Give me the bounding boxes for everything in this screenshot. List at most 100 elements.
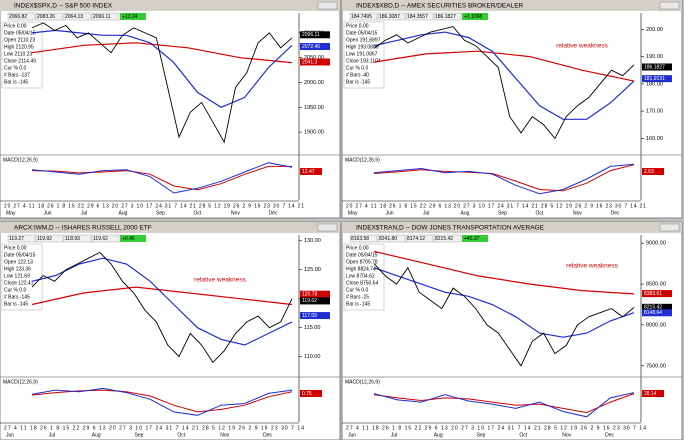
macd-label: MACD(12,26,9) — [3, 157, 38, 163]
day-labels: 27 4 11 18 26 1 8 15 22 29 6 13 20 27 3 … — [4, 425, 304, 431]
month-label: Jun — [348, 432, 356, 438]
info-line: High 193.0800 — [346, 44, 379, 50]
annotation: relative weakness — [194, 277, 246, 284]
annotation: relative weakness — [556, 43, 608, 50]
month-label: Jul — [49, 432, 55, 438]
quote-value: 119.62 — [93, 236, 108, 242]
quote-value: 8174.12 — [407, 236, 425, 242]
panel-title: INDEX$SPX,D -- S&P 500 INDEX — [14, 3, 113, 10]
info-box — [343, 21, 385, 89]
quote-box — [35, 234, 64, 243]
info-line: High 8824.74 — [346, 266, 376, 272]
quote-box — [377, 12, 406, 21]
quote-box — [63, 12, 92, 21]
ma-blue-line — [373, 267, 635, 338]
info-line: Low 121.69 — [4, 273, 30, 279]
y-tick-label: 8000.00 — [646, 322, 666, 328]
info-line: # Bars -145 — [4, 294, 30, 300]
quote-value: 118.93 — [65, 236, 80, 242]
price-tag — [300, 58, 330, 66]
day-labels: 20 27 4 11 18 26 1 8 15 22 29 6 13 20 27… — [346, 203, 646, 209]
ma-red-line — [373, 50, 635, 82]
quote-value: 8215.42 — [435, 236, 453, 242]
info-line: Bar is -145 — [4, 301, 28, 307]
info-line: Date 05/04/15 — [4, 30, 36, 36]
macd-tag-label: 2.63 — [644, 169, 654, 175]
y-tick-label: 1950.00 — [304, 105, 324, 111]
ma-blue-line — [373, 31, 635, 120]
price-tag-label: 120.78 — [302, 292, 318, 298]
info-box — [1, 243, 43, 311]
quote-value: 2064.13 — [65, 14, 83, 20]
quote-value: 2096.11 — [93, 14, 111, 20]
month-label: Nov — [562, 432, 571, 438]
signal-line — [31, 165, 292, 191]
chart-panel: INDEX$XBD,D -- AMEX SECURITIES BROKER/DE… — [341, 0, 683, 219]
quote-box — [91, 234, 120, 243]
y-tick-label: 190.00 — [646, 54, 663, 60]
month-label: Nov — [220, 432, 229, 438]
price-tag — [300, 312, 330, 320]
quote-box — [433, 234, 462, 243]
info-line: Price 0.00 — [346, 23, 369, 29]
ma-blue-line — [31, 29, 293, 108]
month-label: Jun — [386, 210, 394, 216]
month-label: Sep — [477, 432, 486, 438]
y-tick-label: 1900.00 — [304, 130, 324, 136]
change-box — [462, 235, 488, 242]
price-tag — [300, 31, 330, 39]
y-tick-label: 130.00 — [304, 238, 321, 244]
info-line: High 123.36 — [4, 266, 31, 272]
month-label: Sep — [498, 210, 507, 216]
month-label: Dec — [269, 210, 278, 216]
y-tick-label: 170.00 — [646, 109, 663, 115]
month-label: May — [6, 210, 16, 216]
macd-tag — [300, 168, 322, 175]
quote-value: 184.7495 — [351, 14, 372, 20]
month-label: Jun — [44, 210, 52, 216]
price-tag — [642, 309, 672, 317]
panel-frame — [0, 221, 341, 440]
macd-line — [373, 392, 635, 418]
month-label: May — [348, 210, 358, 216]
quote-box — [405, 12, 434, 21]
panel-title: ARCX:IWM,D -- ISHARES RUSSELL 2000 ETF — [14, 225, 152, 232]
chart-panel: INDEX$TRAN,D -- DOW JONES TRANSPORTATION… — [341, 221, 683, 440]
quote-box — [63, 234, 92, 243]
change-value: +13.24 — [122, 14, 138, 20]
panel-title: INDEX$XBD,D -- AMEX SECURITIES BROKER/DE… — [356, 3, 524, 10]
quote-value: 8241.80 — [379, 236, 397, 242]
info-line: Close 193.1104 — [346, 58, 381, 64]
ma-red-line — [31, 286, 293, 306]
price-tag-label: 181.9131 — [644, 76, 665, 82]
quote-box — [433, 12, 462, 21]
price-tag — [642, 63, 672, 71]
title-bar — [0, 222, 340, 233]
macd-tag-label: 28.14 — [644, 391, 657, 397]
window-buttons — [659, 1, 680, 10]
macd-line — [373, 163, 635, 195]
info-line: # Bars -25 — [346, 294, 369, 300]
quote-box — [35, 12, 64, 21]
quote-value: 119.92 — [37, 236, 52, 242]
info-line: High 2120.95 — [4, 44, 34, 50]
month-label: Oct — [536, 210, 544, 216]
quote-box — [349, 234, 378, 243]
y-tick-label: 9000.00 — [646, 241, 666, 247]
info-line: # Bars -137 — [4, 72, 30, 78]
info-line: Open 8705.78 — [346, 259, 378, 265]
info-line: Close 2114.49 — [4, 58, 36, 64]
info-line: Open 191.6897 — [346, 37, 381, 43]
info-line: Bar is -145 — [346, 79, 370, 85]
price-tag — [300, 297, 330, 305]
signal-line — [373, 393, 635, 414]
quote-value: 8163.58 — [351, 236, 369, 242]
y-tick-label: 200.00 — [646, 27, 663, 33]
panel-frame — [0, 0, 341, 219]
info-line: Low 191.0867 — [346, 51, 378, 57]
price-tag — [300, 290, 330, 298]
info-line: Cur % 0.0 — [4, 287, 26, 293]
change-value: +1.1098 — [464, 14, 482, 20]
info-line: Date 05/04/15 — [346, 252, 378, 258]
info-line: Date 05/04/15 — [346, 30, 378, 36]
